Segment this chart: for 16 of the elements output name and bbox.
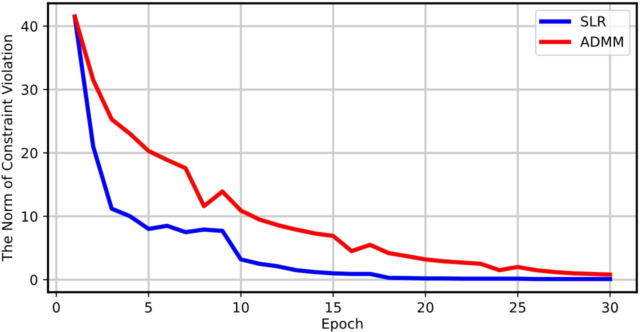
y-tick-label: 10 (22, 211, 38, 222)
y-axis-title: The Norm of Constraint Violation (2, 35, 12, 262)
y-tick-label: 20 (22, 148, 38, 158)
y-tick-label: 0 (30, 274, 38, 286)
x-tick-label: 10 (234, 302, 249, 313)
y-tick-label: 30 (22, 84, 38, 95)
x-tick-label: 15 (326, 302, 341, 313)
x-tick-label: 30 (602, 302, 618, 313)
x-tick-label: 20 (418, 302, 434, 313)
y-tick-label: 40 (21, 21, 38, 32)
x-tick-label: 5 (145, 302, 152, 313)
x-axis-title: Epoch (322, 318, 362, 332)
x-tick-label: 25 (510, 302, 526, 313)
x-tick-label: 0 (52, 302, 60, 313)
legend-label: SLR (581, 16, 606, 27)
legend-label: ADMM (580, 36, 623, 47)
